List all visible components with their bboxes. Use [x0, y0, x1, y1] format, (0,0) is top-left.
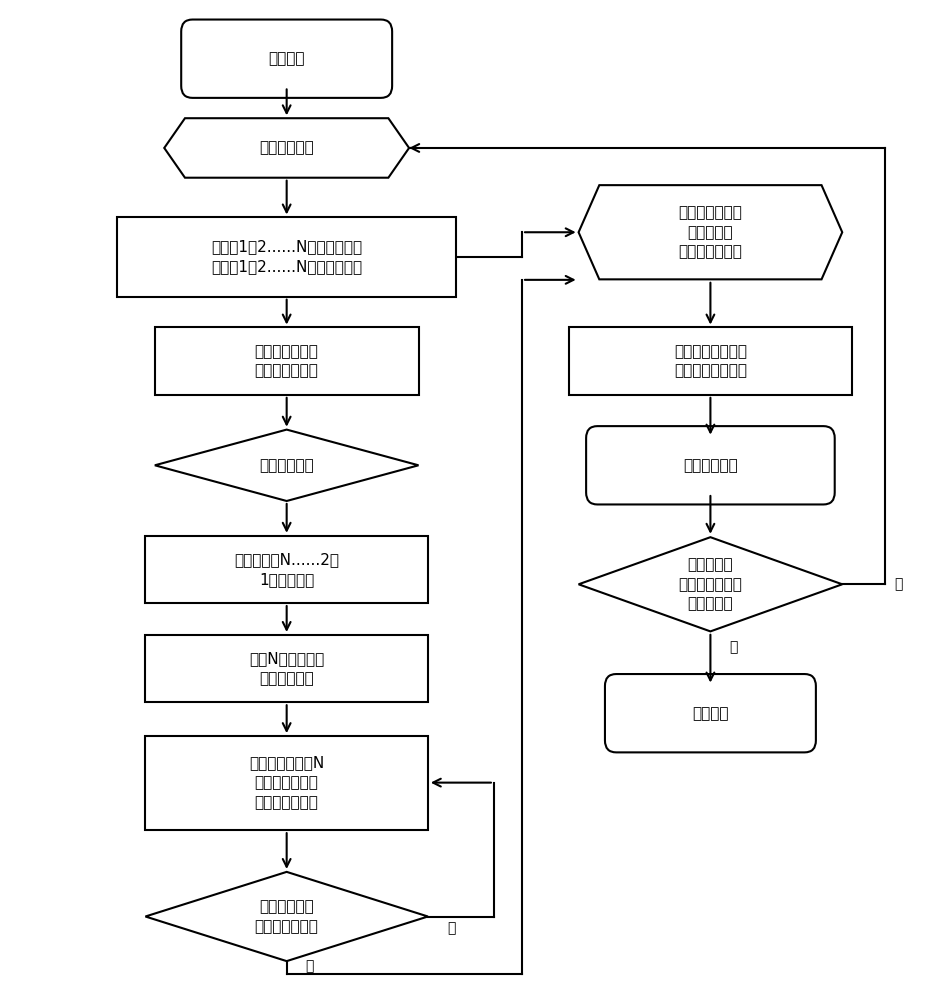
FancyBboxPatch shape — [605, 674, 816, 752]
Text: 并依次连接检测
设备并启动检测: 并依次连接检测 设备并启动检测 — [255, 344, 318, 379]
Bar — [145, 635, 428, 702]
Bar — [569, 327, 851, 395]
Text: 读取N个检测设备
中的检测数据: 读取N个检测设备 中的检测数据 — [249, 651, 324, 686]
Text: 是否再次检
测本被检测设备
或其他设备: 是否再次检 测本被检测设备 或其他设备 — [678, 557, 742, 612]
Text: 是: 是 — [894, 577, 902, 591]
Text: 开始检测: 开始检测 — [269, 51, 305, 66]
FancyBboxPatch shape — [586, 426, 835, 504]
Text: 否: 否 — [447, 921, 456, 935]
Polygon shape — [579, 537, 843, 631]
Polygon shape — [145, 872, 428, 961]
Polygon shape — [579, 185, 843, 279]
Text: 完成检测: 完成检测 — [693, 706, 729, 721]
Text: 筛选出同一时间N
个检测设备都同
时检测到的数据: 筛选出同一时间N 个检测设备都同 时检测到的数据 — [249, 755, 324, 810]
Bar — [145, 736, 428, 830]
Text: 依次收回第N......2、
1号检测设备: 依次收回第N......2、 1号检测设备 — [234, 552, 339, 587]
Text: 完成本次检测: 完成本次检测 — [683, 458, 738, 473]
Text: 否: 否 — [730, 640, 737, 654]
Text: 针对短板设备进行
测试诊断维护提效: 针对短板设备进行 测试诊断维护提效 — [674, 344, 747, 379]
Bar — [145, 536, 428, 603]
Polygon shape — [164, 118, 409, 178]
Text: 等待一段时间: 等待一段时间 — [259, 458, 314, 473]
Text: 并对应到被检测
设备的编号
即找到短板设备: 并对应到被检测 设备的编号 即找到短板设备 — [678, 205, 742, 260]
Bar — [117, 217, 456, 297]
Polygon shape — [155, 430, 419, 501]
Text: 校准检测设备: 校准检测设备 — [259, 140, 314, 155]
FancyBboxPatch shape — [181, 20, 392, 98]
Bar — [155, 327, 419, 395]
Text: 比较这些数据
是否最小的数据: 比较这些数据 是否最小的数据 — [255, 899, 318, 934]
Text: 是: 是 — [306, 959, 314, 973]
Text: 依次把1、2......N号检测设备运
输到第1、2......N号被检测设备: 依次把1、2......N号检测设备运 输到第1、2......N号被检测设备 — [211, 240, 362, 274]
